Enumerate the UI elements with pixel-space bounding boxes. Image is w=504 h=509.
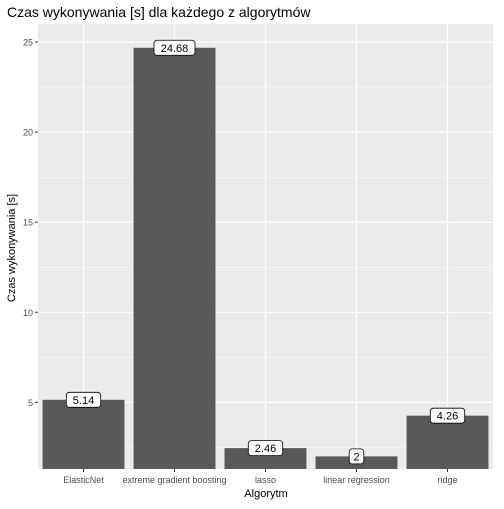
bar (42, 399, 125, 469)
data-labels: 5.14 24.68 2.46 2 4.26 (65, 39, 466, 465)
bar (406, 415, 489, 469)
x-axis: ElasticNet extreme gradient boosting lasso… (63, 469, 458, 485)
bar (224, 448, 307, 469)
chart-title: Czas wykonywania [s] dla każdego z algor… (7, 4, 311, 20)
y-tick-label: 25 (23, 38, 33, 48)
data-label-box (429, 407, 466, 424)
x-axis-title: Algorytm (244, 488, 287, 500)
y-axis-title: Czas wykonywania [s] (6, 194, 18, 302)
data-label-box (247, 440, 284, 457)
y-axis: 5 10 15 20 25 (23, 38, 38, 408)
y-tick-label: 15 (23, 218, 33, 228)
data-label: 2 (353, 451, 359, 463)
data-label-box (348, 448, 365, 465)
bar (133, 47, 216, 470)
x-tick-label: ridge (437, 475, 457, 485)
data-label: 4.26 (437, 411, 458, 423)
data-label: 5.14 (73, 395, 94, 407)
y-tick-label: 5 (28, 398, 33, 408)
x-tick-label: extreme gradient boosting (122, 475, 226, 485)
data-label: 24.68 (161, 43, 189, 55)
bars (42, 47, 489, 470)
y-tick-label: 20 (23, 128, 33, 138)
x-tick-label: ElasticNet (63, 475, 104, 485)
data-label-box (153, 39, 196, 56)
y-tick-label: 10 (23, 308, 33, 318)
data-label-box (65, 391, 102, 408)
x-tick-label: lasso (255, 475, 276, 485)
x-tick-label: linear regression (323, 475, 390, 485)
plot-panel (38, 24, 493, 469)
data-label: 2.46 (255, 443, 276, 455)
